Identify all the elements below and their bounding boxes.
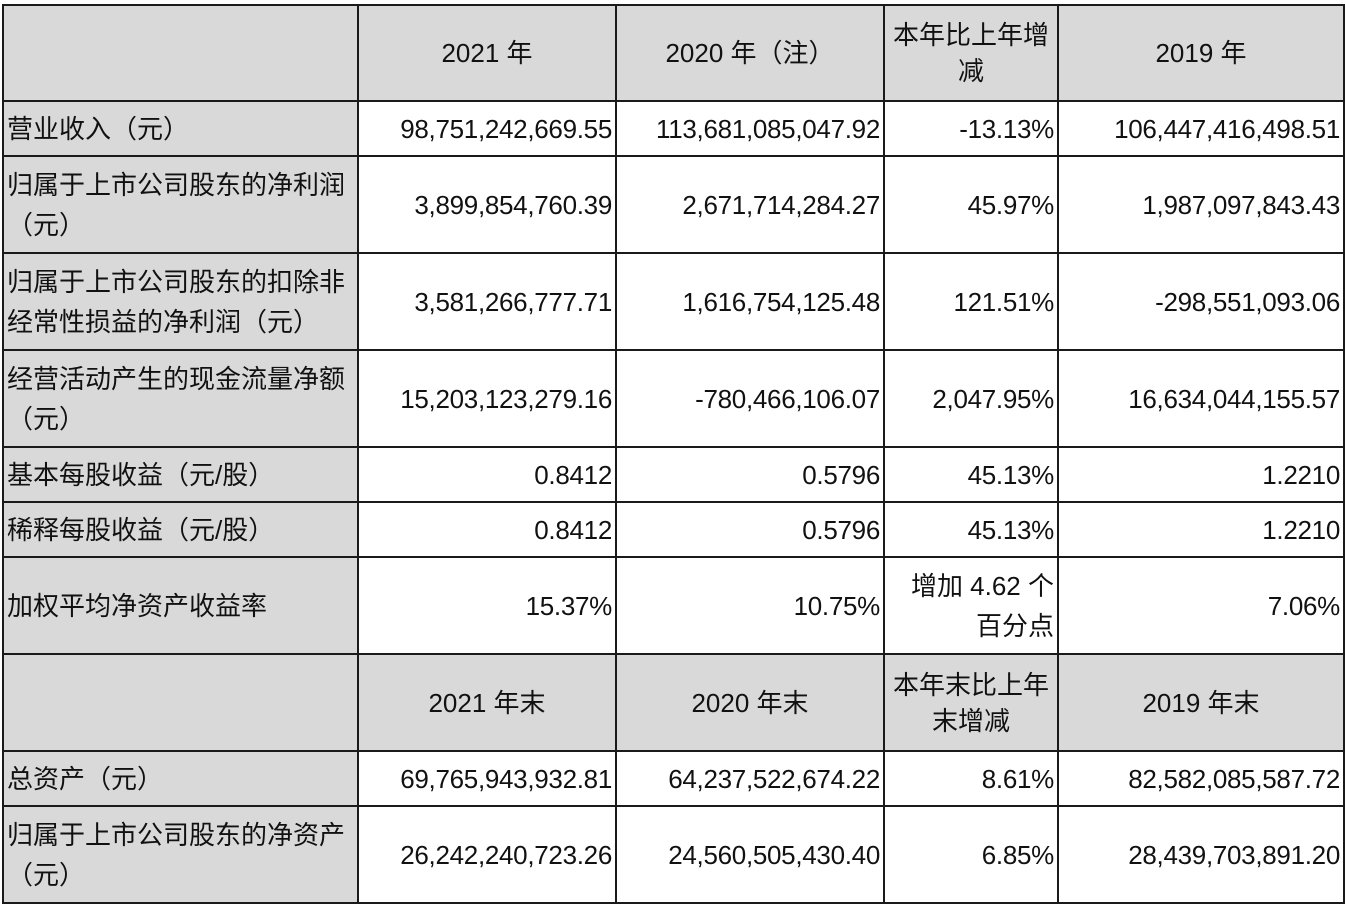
row-label: 总资产（元） [2,750,359,807]
value-2020: 24,560,505,430.40 [615,805,885,904]
value-2021: 26,242,240,723.26 [357,805,617,904]
row-label: 稀释每股收益（元/股） [2,501,359,558]
value-change: 45.97% [883,155,1059,254]
header-2020-note: 2020 年（注） [615,4,885,102]
header-row-year-end: 2021 年末 2020 年末 本年末比上年末增减 2019 年末 [2,653,1345,752]
value-change: 121.51% [883,252,1059,351]
value-2020: -780,466,106.07 [615,349,885,448]
header-2021: 2021 年 [357,4,617,102]
table-row: 基本每股收益（元/股） 0.8412 0.5796 45.13% 1.2210 [2,446,1345,503]
header-yoy-change: 本年比上年增减 [883,4,1059,102]
value-2019: 106,447,416,498.51 [1057,100,1345,157]
row-label: 基本每股收益（元/股） [2,446,359,503]
value-2021: 0.8412 [357,446,617,503]
header-year-end-change: 本年末比上年末增减 [883,653,1059,752]
value-change: 2,047.95% [883,349,1059,448]
value-2020: 0.5796 [615,501,885,558]
value-change: 8.61% [883,750,1059,807]
value-2020: 64,237,522,674.22 [615,750,885,807]
table-row: 总资产（元） 69,765,943,932.81 64,237,522,674.… [2,750,1345,807]
value-2021: 98,751,242,669.55 [357,100,617,157]
header-2019-year-end: 2019 年末 [1057,653,1345,752]
row-label: 营业收入（元） [2,100,359,157]
value-2019: 1.2210 [1057,501,1345,558]
header-row-annual: 2021 年 2020 年（注） 本年比上年增减 2019 年 [2,4,1345,102]
value-2021: 15,203,123,279.16 [357,349,617,448]
value-change: 45.13% [883,501,1059,558]
value-2020: 2,671,714,284.27 [615,155,885,254]
value-2021: 69,765,943,932.81 [357,750,617,807]
value-change: 增加 4.62 个百分点 [883,556,1059,655]
header-blank-cell [2,4,359,102]
header-2021-year-end: 2021 年末 [357,653,617,752]
value-2019: -298,551,093.06 [1057,252,1345,351]
value-2020: 0.5796 [615,446,885,503]
financial-summary-table: 2021 年 2020 年（注） 本年比上年增减 2019 年 营业收入（元） … [2,4,1345,904]
value-2021: 3,581,266,777.71 [357,252,617,351]
table-row: 加权平均净资产收益率 15.37% 10.75% 增加 4.62 个百分点 7.… [2,556,1345,655]
value-2020: 113,681,085,047.92 [615,100,885,157]
table-row: 营业收入（元） 98,751,242,669.55 113,681,085,04… [2,100,1345,157]
table-row: 归属于上市公司股东的净资产（元） 26,242,240,723.26 24,56… [2,805,1345,904]
table-row: 归属于上市公司股东的净利润（元） 3,899,854,760.39 2,671,… [2,155,1345,254]
header-blank-cell [2,653,359,752]
table-row: 归属于上市公司股东的扣除非经常性损益的净利润（元） 3,581,266,777.… [2,252,1345,351]
value-2021: 3,899,854,760.39 [357,155,617,254]
table-row: 经营活动产生的现金流量净额（元） 15,203,123,279.16 -780,… [2,349,1345,448]
row-label: 经营活动产生的现金流量净额（元） [2,349,359,448]
value-change: 45.13% [883,446,1059,503]
value-2020: 1,616,754,125.48 [615,252,885,351]
value-change: 6.85% [883,805,1059,904]
row-label: 归属于上市公司股东的净利润（元） [2,155,359,254]
row-label: 归属于上市公司股东的扣除非经常性损益的净利润（元） [2,252,359,351]
value-2019: 7.06% [1057,556,1345,655]
value-2019: 82,582,085,587.72 [1057,750,1345,807]
value-2019: 1.2210 [1057,446,1345,503]
header-2020-year-end: 2020 年末 [615,653,885,752]
value-2019: 1,987,097,843.43 [1057,155,1345,254]
value-2019: 16,634,044,155.57 [1057,349,1345,448]
value-2019: 28,439,703,891.20 [1057,805,1345,904]
value-change: -13.13% [883,100,1059,157]
value-2021: 15.37% [357,556,617,655]
value-2020: 10.75% [615,556,885,655]
row-label: 加权平均净资产收益率 [2,556,359,655]
value-2021: 0.8412 [357,501,617,558]
row-label: 归属于上市公司股东的净资产（元） [2,805,359,904]
header-2019: 2019 年 [1057,4,1345,102]
table-row: 稀释每股收益（元/股） 0.8412 0.5796 45.13% 1.2210 [2,501,1345,558]
